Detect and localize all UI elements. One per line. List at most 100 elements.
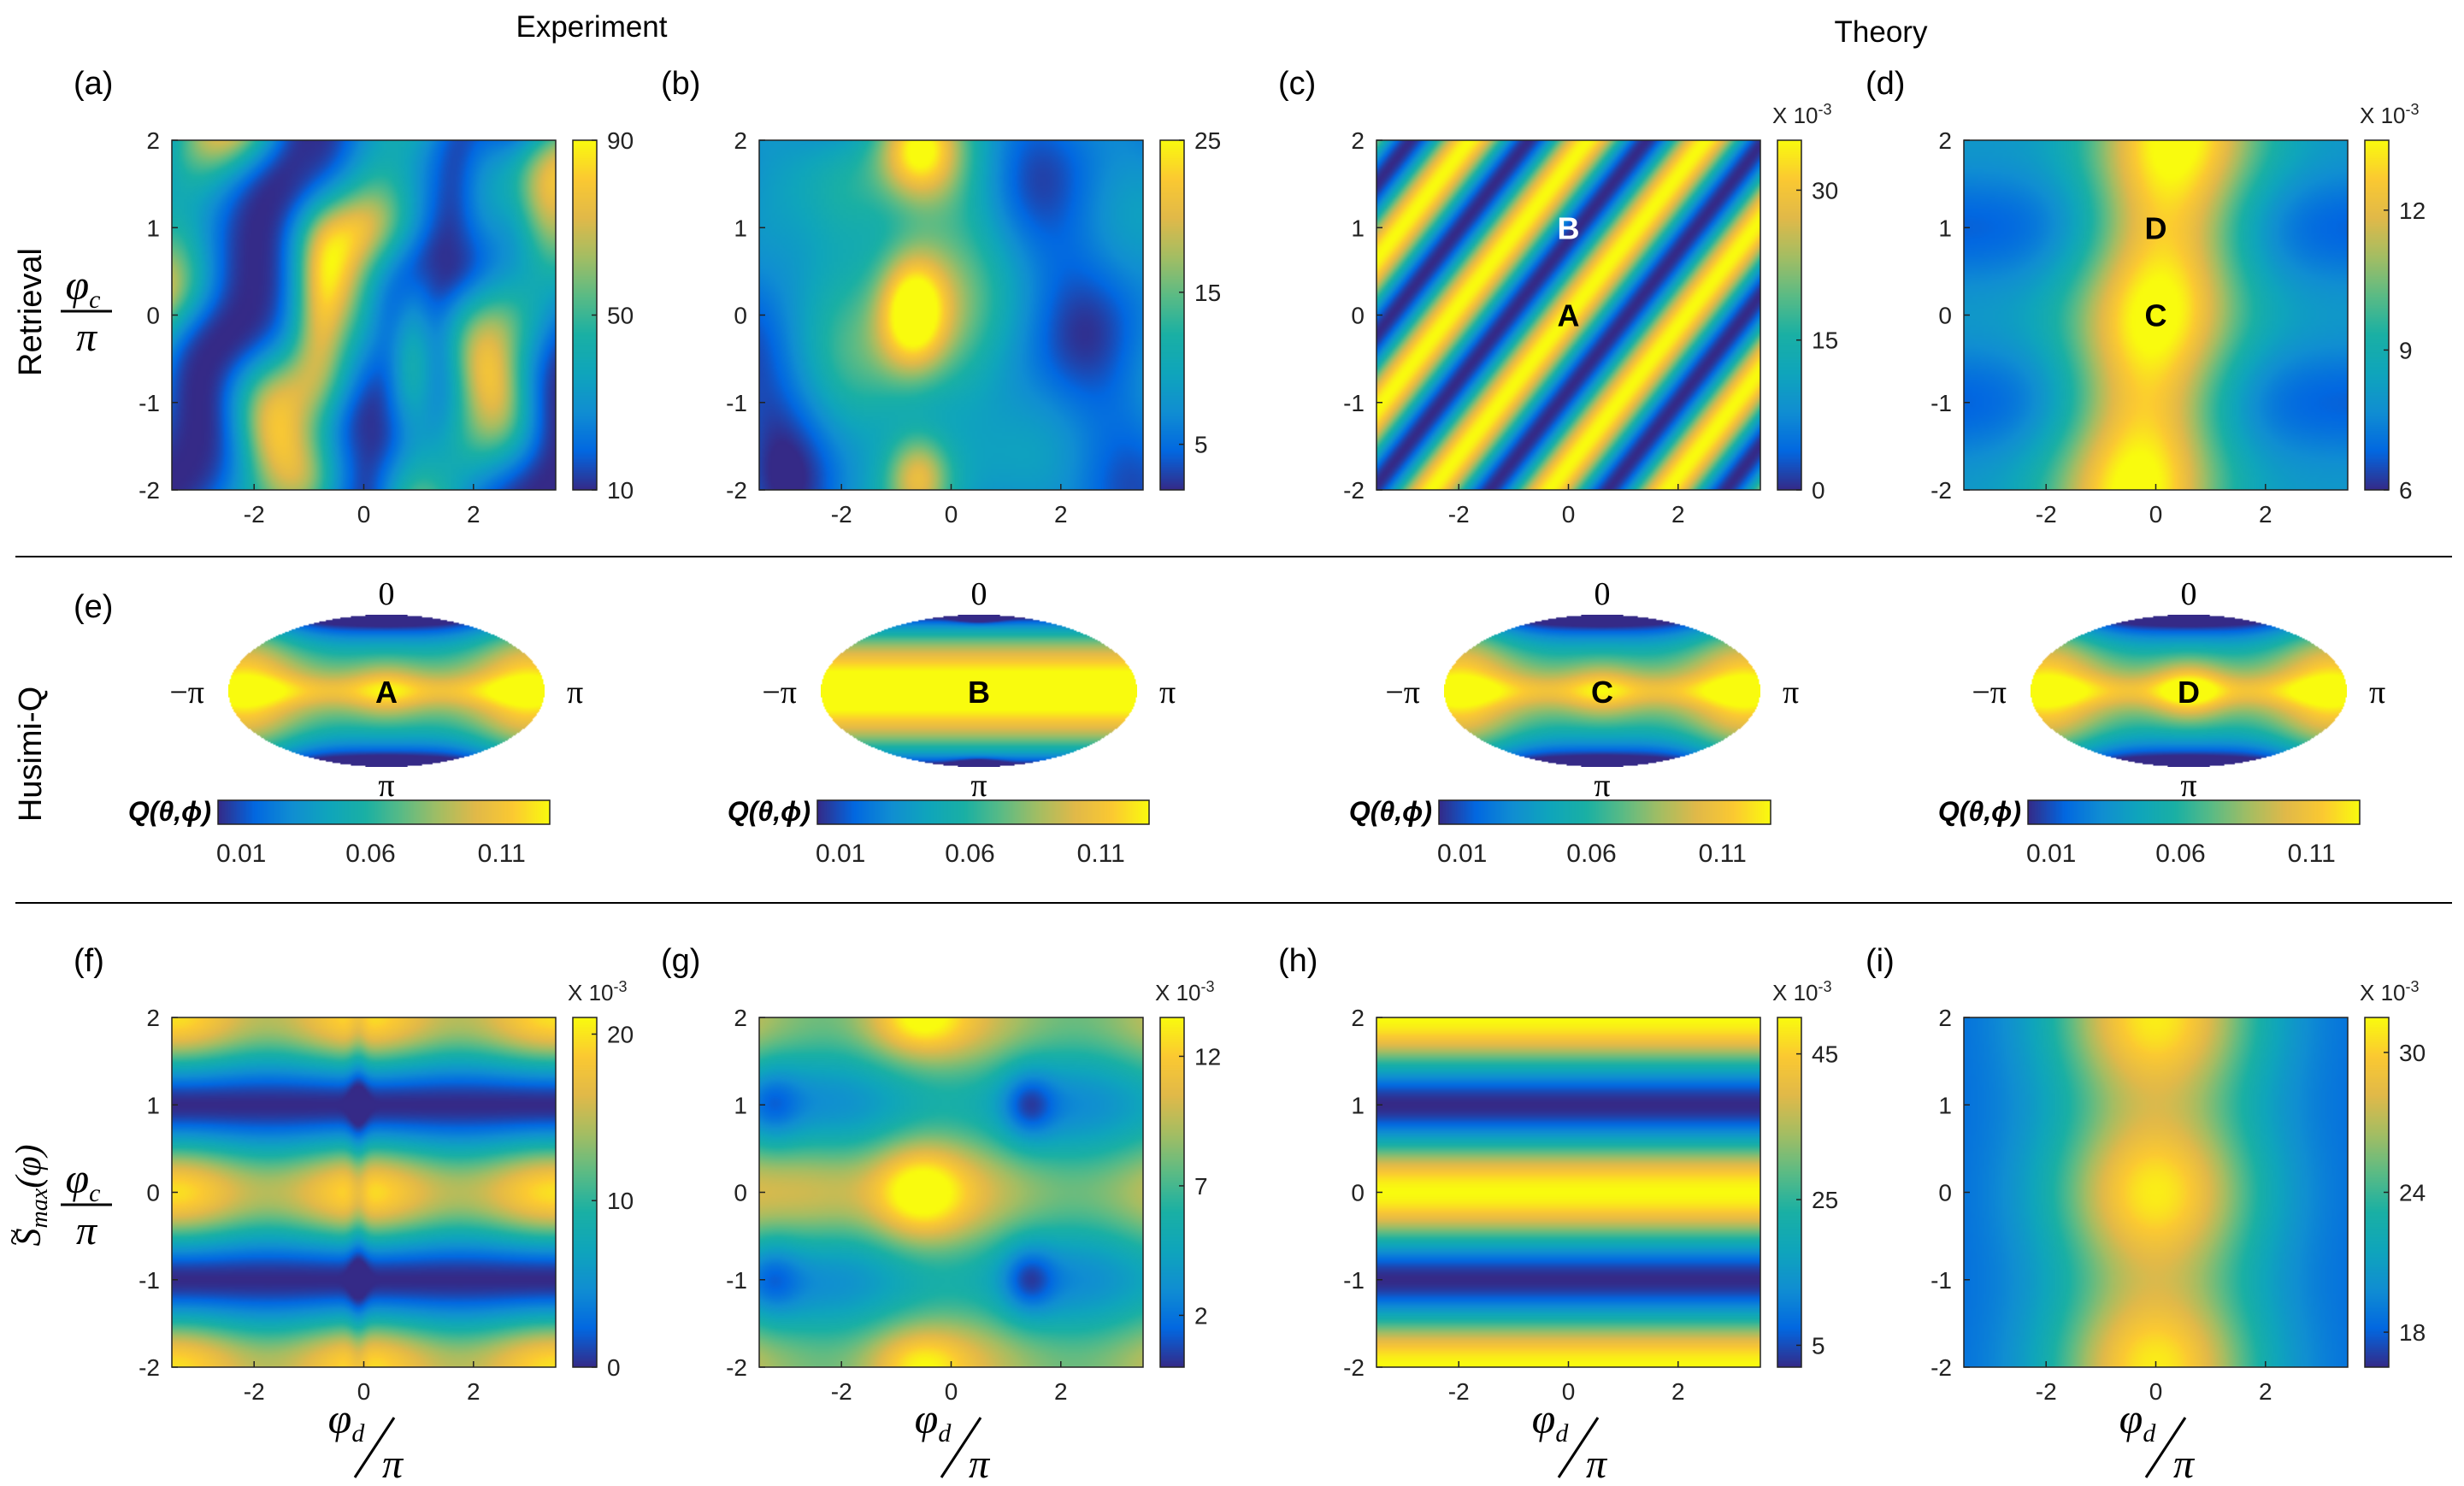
colorbar-frame <box>2027 799 2361 825</box>
x-tick-label: 0 <box>1562 501 1576 528</box>
xlabel-phi-d-h: φdπ <box>1532 1395 1608 1486</box>
x-tick-label: 0 <box>357 501 371 528</box>
xlabel-fraction-bar <box>2144 1417 2187 1478</box>
pole-label-top: 0 <box>971 576 987 612</box>
angle-label-left: −π <box>1972 675 2007 711</box>
panel-b: (b) 2 1 0 -1 -2 -2 0 2 25 15 5 <box>661 66 1221 528</box>
x-tick-label: -2 <box>244 501 265 528</box>
y-tick-label: -2 <box>139 477 160 504</box>
x-tick-label: 2 <box>1671 501 1685 528</box>
colorbar-tick-label: 24 <box>2399 1180 2426 1206</box>
husimi-sphere-map <box>228 615 545 767</box>
colorbar-tick-label: 50 <box>607 303 634 329</box>
colorbar-tick-label: 12 <box>1194 1043 1221 1070</box>
colorbar <box>1160 1017 1184 1367</box>
panel-label: (f) <box>74 943 104 979</box>
colorbar-frame <box>1159 139 1185 491</box>
colorbar-label: Q(θ,ϕ) <box>128 796 211 827</box>
xlabel-fraction-bar <box>940 1417 982 1478</box>
xlabel-phi-d-f: φdπ <box>328 1395 404 1486</box>
panel-husimi-d: D 0 π −π π Q(θ,ϕ)0.01 0.06 0.11 <box>1938 576 2385 868</box>
colorbar-tick-label: 0.01 <box>216 840 266 868</box>
panel-label: (b) <box>661 66 700 102</box>
y-tick-label: 0 <box>146 303 160 329</box>
ylabel-numerator: φc <box>66 261 101 314</box>
y-tick-label: 2 <box>146 1005 160 1031</box>
colorbar-tick-label: 0.01 <box>1437 840 1487 868</box>
ylabel-denominator: π <box>76 315 98 360</box>
panel-husimi-c: C 0 π −π π Q(θ,ϕ)0.01 0.06 0.11 <box>1349 576 1799 868</box>
heatmap-image <box>759 1017 1143 1367</box>
state-annotation-a: A <box>375 675 398 710</box>
colorbar <box>2365 140 2389 490</box>
colorbar-tick-label: 0.06 <box>945 840 994 868</box>
colorbar-frame <box>217 799 551 825</box>
heatmap-image <box>759 140 1143 490</box>
colorbar-label: Q(θ,ϕ) <box>728 796 811 827</box>
colorbar-frame <box>1438 799 1771 825</box>
y-tick-label: -2 <box>139 1354 160 1381</box>
colorbar-tick-label: 7 <box>1194 1173 1208 1200</box>
column-header-theory: Theory <box>1835 15 1928 49</box>
colorbar-frame <box>2364 139 2390 491</box>
y-tick-label: 0 <box>734 1180 747 1206</box>
state-annotation-b: B <box>968 675 990 710</box>
colorbar-exponent: X 10-3 <box>1772 101 1832 128</box>
x-tick-label: 0 <box>2149 501 2163 528</box>
panel-label: (a) <box>74 66 113 102</box>
y-tick-label: 2 <box>734 1005 747 1031</box>
pole-label-bottom: π <box>1594 768 1610 804</box>
state-annotation-b: B <box>1558 210 1580 245</box>
panel-c: (c) 2 1 0 -1 -2 -2 0 2 B A 30 15 0 X 10-3 <box>1278 66 1838 528</box>
y-tick-label: 2 <box>1938 1005 1952 1031</box>
y-tick-label: -1 <box>139 390 160 416</box>
panel-label: (h) <box>1278 943 1317 979</box>
heatmap-image <box>172 1017 556 1367</box>
state-annotation-d: D <box>2145 210 2167 245</box>
colorbar-exponent: X 10-3 <box>1155 978 1215 1005</box>
y-tick-label: -2 <box>1931 477 1952 504</box>
xlabel-denominator: π <box>969 1442 991 1486</box>
ylabel-subscript: c <box>89 1179 100 1207</box>
panel-husimi-b: B 0 π −π π Q(θ,ϕ)0.01 0.06 0.11 <box>728 576 1176 868</box>
x-tick-label: 2 <box>1054 1378 1068 1405</box>
heatmap-image <box>172 140 556 490</box>
panel-h: (h) 2 1 0 -1 -2 -2 0 2 45 25 5 X 10-3 <box>1278 943 1838 1405</box>
heatmap-image <box>1376 1017 1760 1367</box>
heatmap-image <box>1964 1017 2348 1367</box>
panel-d: (d) 2 1 0 -1 -2 -2 0 2 D C 12 9 6 X 10-3 <box>1866 66 2426 528</box>
x-tick-label: -2 <box>1448 501 1470 528</box>
y-tick-label: 2 <box>734 127 747 154</box>
colorbar-tick-label: 0.11 <box>1699 840 1747 868</box>
x-tick-label: 2 <box>1054 501 1068 528</box>
colorbar-exponent: X 10-3 <box>568 978 628 1005</box>
colorbar-tick-label: 9 <box>2399 337 2413 363</box>
x-tick-label: 0 <box>357 1378 371 1405</box>
x-tick-label: 2 <box>2259 1378 2272 1405</box>
state-annotation-d: D <box>2178 675 2200 710</box>
y-tick-label: 1 <box>734 1092 747 1118</box>
colorbar-tick-label: 0 <box>1812 477 1825 504</box>
colorbar-tick-label: 25 <box>1194 127 1221 154</box>
panel-label: (g) <box>661 943 700 979</box>
xlabel-subscript: d <box>2143 1419 2156 1448</box>
panel-g: (g) 2 1 0 -1 -2 -2 0 2 12 7 2 X 10-3 <box>661 943 1221 1405</box>
colorbar-frame <box>572 1017 598 1368</box>
xlabel-subscript: d <box>1555 1419 1569 1448</box>
colorbar <box>2028 800 2360 824</box>
xlabel-phi-d-g: φdπ <box>915 1395 991 1486</box>
x-tick-label: 0 <box>2149 1378 2163 1405</box>
y-tick-label: 1 <box>734 215 747 241</box>
y-tick-label: 2 <box>1351 127 1365 154</box>
ylabel-subscript: c <box>89 286 100 314</box>
colorbar-frame <box>1777 139 1802 491</box>
x-tick-label: 2 <box>2259 501 2272 528</box>
ylabel-denominator: π <box>76 1208 98 1253</box>
colorbar-tick-label: 2 <box>1194 1302 1208 1329</box>
colorbar-frame <box>816 799 1150 825</box>
panel-label: (c) <box>1278 66 1316 102</box>
angle-label-right: π <box>567 675 583 711</box>
colorbar-tick-label: 0.06 <box>2155 840 2205 868</box>
xlabel-subscript: d <box>351 1419 365 1448</box>
